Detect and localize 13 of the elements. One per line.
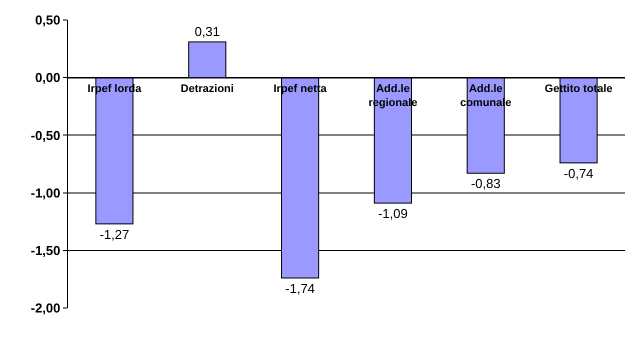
y-tick-label: -1,50 [30, 242, 60, 258]
x-tick-label: Detrazioni [180, 82, 234, 95]
y-tick-label: -0,50 [30, 128, 60, 143]
data-label: -0,74 [564, 166, 594, 181]
data-label: -1,74 [285, 281, 315, 296]
data-label: -1,27 [100, 226, 130, 242]
data-label: -0,83 [470, 176, 501, 192]
y-tick-label: -1,00 [30, 185, 60, 200]
y-tick-label: 0,50 [35, 12, 60, 28]
y-tick-label: 0,00 [35, 70, 60, 86]
data-label: -1,09 [378, 206, 408, 222]
y-tick-label: -2,00 [30, 300, 60, 316]
data-label: 0,31 [194, 24, 220, 39]
